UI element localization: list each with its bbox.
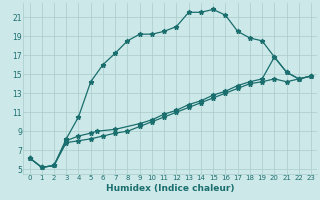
X-axis label: Humidex (Indice chaleur): Humidex (Indice chaleur)	[106, 184, 235, 193]
